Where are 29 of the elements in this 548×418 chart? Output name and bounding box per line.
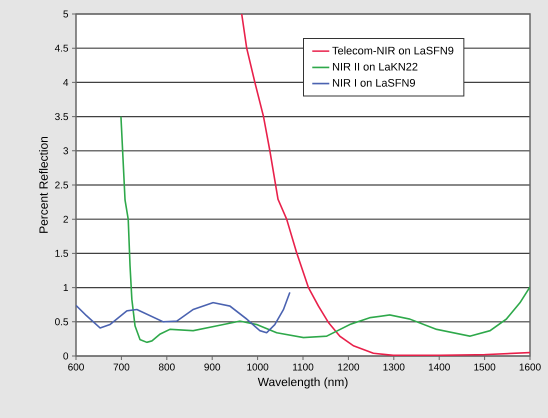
y-tick-label: 4 bbox=[63, 78, 68, 86]
y-tick-label: 0 bbox=[63, 352, 68, 360]
x-tick-label: 1400 bbox=[428, 364, 450, 371]
x-tick-label: 700 bbox=[114, 364, 130, 371]
y-tick-label: 4.5 bbox=[54, 44, 68, 52]
line-series bbox=[120, 116, 530, 344]
legend-label: NIR II on LaKN22 bbox=[332, 62, 418, 71]
y-tick-label: 3.5 bbox=[55, 113, 68, 120]
y-tick-label: 3 bbox=[63, 147, 68, 154]
legend-label: NIR I on LaSFN9 bbox=[332, 78, 415, 87]
x-tick-label: 1000 bbox=[247, 364, 268, 371]
x-tick-label: 1600 bbox=[520, 364, 541, 371]
x-tick-label: 1200 bbox=[338, 364, 360, 371]
legend-label: Telecom-NIR on LaSFN9 bbox=[332, 46, 454, 54]
y-tick-label: 2.5 bbox=[55, 181, 68, 189]
x-tick-label: 900 bbox=[204, 364, 220, 371]
x-tick-label: 1500 bbox=[474, 364, 496, 371]
y-tick-label: 5 bbox=[63, 10, 68, 18]
x-tick-label: 1300 bbox=[383, 364, 404, 371]
y-axis-title: Percent Reflection bbox=[39, 136, 48, 233]
x-axis-title: Wavelength (nm) bbox=[258, 377, 348, 389]
x-tick-label: 1100 bbox=[293, 364, 314, 371]
line-series bbox=[240, 14, 530, 356]
x-tick-label: 800 bbox=[158, 364, 175, 371]
y-tick-label: 0.5 bbox=[55, 318, 68, 326]
y-tick-label: 2 bbox=[63, 216, 68, 223]
y-tick-label: 1 bbox=[64, 284, 68, 292]
y-tick-label: 1.5 bbox=[55, 250, 68, 257]
x-tick-label: 600 bbox=[68, 364, 84, 371]
